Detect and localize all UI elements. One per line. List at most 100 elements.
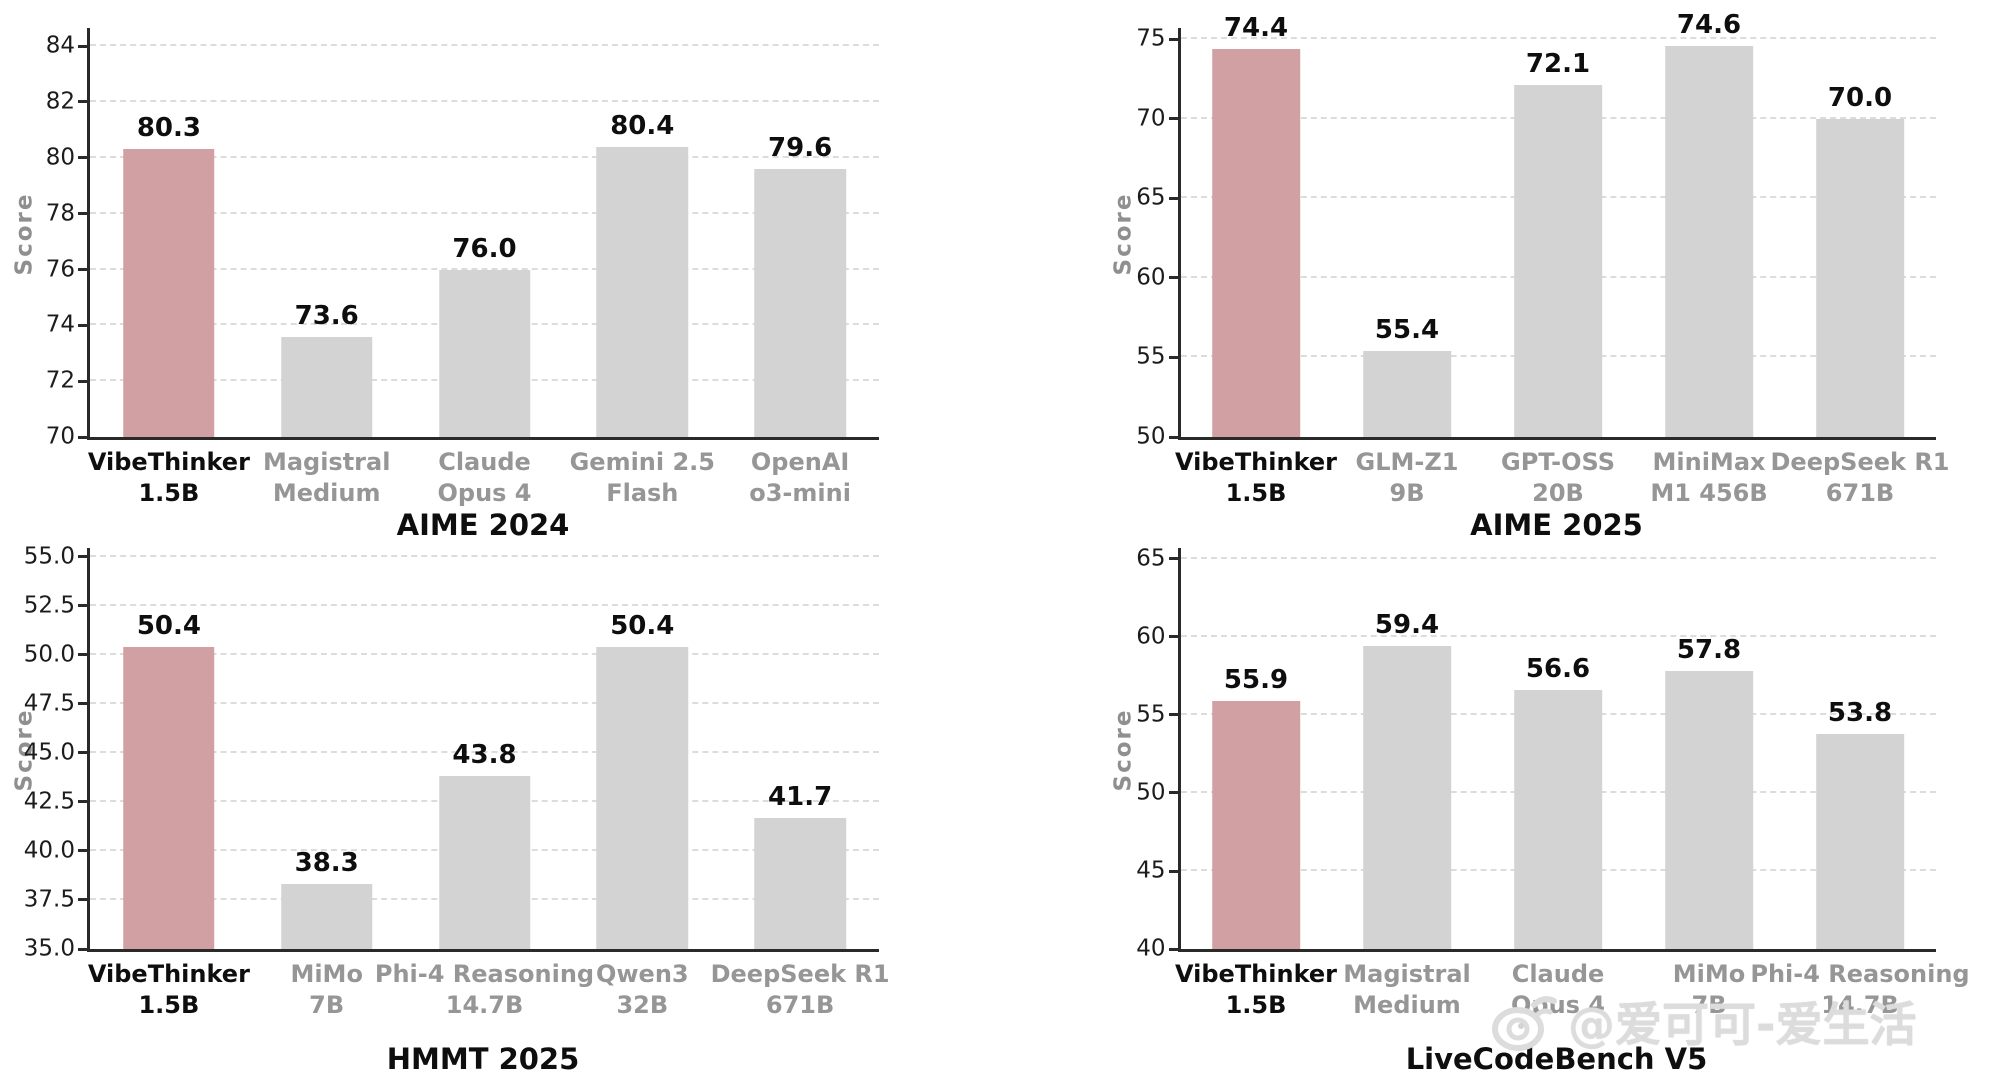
y-tick-mark: [78, 653, 90, 657]
x-tick-label-line: o3-mini: [749, 479, 851, 508]
x-tick-label-line: DeepSeek R1: [1770, 448, 1950, 476]
x-tick-label-line: 20B: [1532, 479, 1584, 508]
bar: [438, 269, 531, 437]
y-tick-label: 45.0: [23, 739, 75, 766]
plot-area: 40 45 50 55 60 65 55.9 VibeThinker 1.5B 59.4 Magis…: [1136, 547, 1969, 1019]
y-tick-mark: [78, 604, 90, 608]
bar: [280, 336, 373, 437]
x-tick-label: MiMo 7B: [1673, 959, 1745, 1021]
x-tick-label: VibeThinker 1.5B: [1175, 447, 1337, 509]
plot-area: 70 72 74 76 78 80 82 84 80.3 VibeThinker 1.5B 73.6 M…: [46, 28, 879, 507]
y-tick-label: 55.0: [23, 543, 75, 570]
bar: [1212, 700, 1300, 949]
y-tick-mark: [78, 947, 90, 951]
chart-title: AIME 2024: [396, 508, 570, 542]
y-axis-label: Score: [1110, 708, 1137, 792]
gridline: [1180, 37, 1936, 40]
bar: [1363, 351, 1451, 437]
x-tick-label-line: Flash: [606, 479, 679, 508]
x-tick-label-line: GLM-Z1: [1355, 448, 1459, 476]
bar: [1514, 85, 1602, 437]
y-tick-label: 50: [1136, 779, 1166, 806]
bar-value-label: 80.3: [136, 113, 201, 144]
y-tick-label: 40.0: [23, 837, 75, 864]
y-axis-label: Score: [1110, 192, 1137, 276]
gridline: [90, 554, 879, 557]
bar-value-label: 38.3: [294, 848, 359, 879]
x-tick-label-line: Gemini 2.5: [569, 448, 715, 476]
x-tick-label-line: 671B: [1825, 479, 1895, 508]
y-tick-label: 70: [45, 423, 75, 450]
y-tick-mark: [1168, 557, 1181, 561]
x-tick-label-line: VibeThinker: [87, 960, 250, 988]
bar-value-label: 55.9: [1223, 664, 1289, 695]
x-tick-label: DeepSeek R1 671B: [711, 959, 890, 1021]
bar: [1212, 48, 1300, 437]
y-tick-label: 65: [1136, 545, 1166, 572]
x-tick-label-line: VibeThinker: [87, 448, 250, 476]
bar-value-label: 55.4: [1374, 315, 1440, 346]
y-axis-label: Score: [11, 192, 38, 276]
y-tick-mark: [78, 751, 90, 755]
y-tick-label: 50: [1136, 423, 1166, 450]
y-tick-mark: [78, 800, 90, 804]
x-tick-label: VibeThinker 1.5B: [88, 447, 250, 509]
bar: [123, 647, 215, 949]
x-tick-label: GPT-OSS 20B: [1501, 447, 1615, 509]
x-tick-label-line: 32B: [616, 991, 669, 1020]
x-tick-label-line: Claude: [438, 448, 531, 476]
x-tick-label-line: MiMo: [290, 960, 363, 988]
y-tick-label: 47.5: [23, 690, 75, 717]
x-tick-label-line: Medium: [1353, 991, 1461, 1020]
bar-value-label: 56.6: [1525, 654, 1591, 684]
bar-value-label: 73.6: [294, 300, 359, 331]
y-tick-mark: [78, 898, 90, 902]
bar-value-label: 50.4: [136, 611, 201, 642]
x-tick-label-line: M1 456B: [1650, 479, 1768, 508]
x-tick-label-line: Qwen3: [595, 960, 689, 988]
y-tick-mark: [78, 156, 90, 160]
bar: [596, 146, 689, 437]
x-tick-label-line: DeepSeek R1: [710, 960, 890, 988]
y-axis-label-wrap: Score: [2, 28, 46, 440]
y-tick-mark: [78, 212, 90, 216]
x-tick-label: MiniMax M1 456B: [1650, 447, 1767, 509]
gridline: [90, 603, 879, 606]
x-tick-label: Phi-4 Reasoning 14.7B: [375, 959, 594, 1021]
bar: [596, 647, 689, 949]
x-tick-label-line: 1.5B: [1225, 479, 1287, 508]
y-tick-label: 35.0: [23, 935, 75, 962]
x-tick-label-line: Phi-4 Reasoning: [374, 960, 595, 988]
gridline: [90, 44, 879, 47]
y-tick-mark: [78, 435, 90, 439]
y-tick-label: 45: [1136, 857, 1166, 884]
bar: [280, 884, 373, 949]
x-tick-label-line: Magistral: [1343, 960, 1471, 988]
y-tick-mark: [1168, 435, 1181, 439]
bar: [1665, 671, 1753, 949]
bar-value-label: 74.4: [1223, 12, 1289, 43]
x-tick-label: GLM-Z1 9B: [1356, 447, 1459, 509]
y-tick-mark: [1168, 196, 1181, 200]
x-tick-label-line: Opus 4: [437, 479, 532, 508]
x-tick-label: VibeThinker 1.5B: [1175, 959, 1337, 1021]
bar-value-label: 80.4: [610, 110, 675, 141]
x-tick-label-line: Magistral: [262, 448, 391, 476]
bar-value-label: 43.8: [452, 740, 517, 771]
gridline: [1180, 556, 1936, 559]
x-tick-label: OpenAI o3-mini: [749, 447, 851, 509]
y-tick-label: 40: [1136, 935, 1166, 962]
y-tick-mark: [1168, 276, 1181, 280]
bar-value-label: 76.0: [452, 233, 517, 264]
x-tick-label-line: 671B: [765, 991, 835, 1020]
chart-title: HMMT 2025: [386, 1042, 580, 1076]
bar: [754, 169, 846, 437]
bar: [1816, 118, 1904, 437]
bar: [1363, 646, 1451, 949]
chart-aime-2025: Score 50 55 60 65 70 75 74.4 VibeThinker 1.5B 55.…: [996, 0, 1991, 542]
x-tick-label: Magistral Medium: [263, 447, 391, 509]
y-tick-label: 55: [1136, 701, 1166, 728]
bar: [1514, 690, 1602, 949]
y-tick-mark: [78, 379, 90, 383]
